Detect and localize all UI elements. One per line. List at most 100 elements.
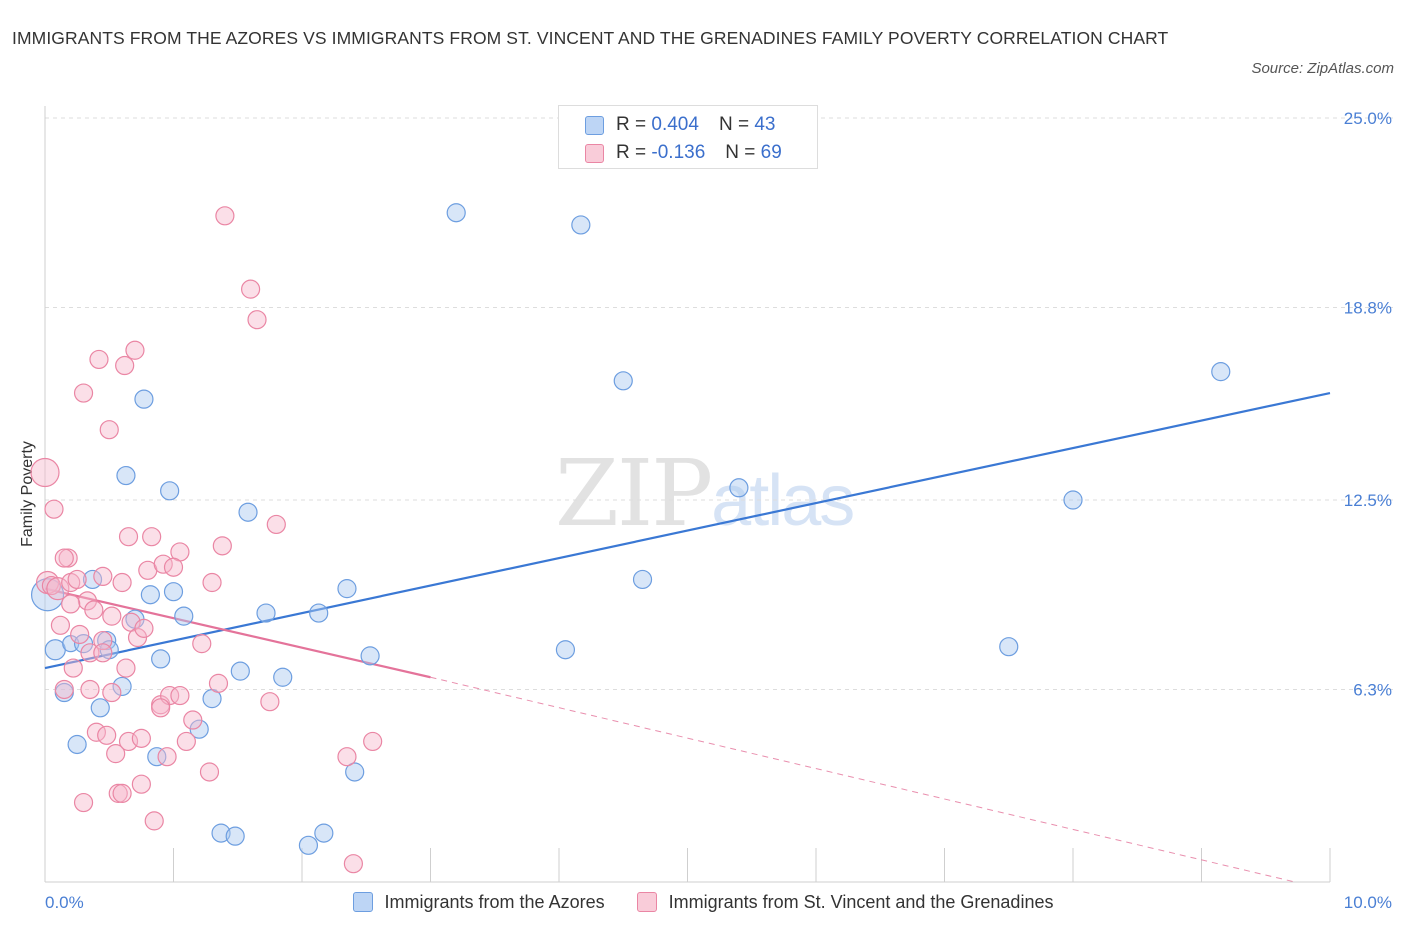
stvincent-point-60 [80, 679, 100, 700]
stvincent-point-32 [131, 774, 151, 794]
azores-point-31 [337, 579, 357, 599]
azores-point-13 [134, 389, 154, 409]
source-label: Source: ZipAtlas.com [1251, 60, 1394, 77]
stvincent-point-56 [363, 731, 383, 752]
azores-point-39 [729, 478, 749, 498]
stvincent-point-64 [112, 572, 132, 593]
azores-point-16 [151, 649, 171, 669]
azores-point-32 [345, 762, 365, 782]
stvincent-point-67 [61, 594, 81, 614]
y-tick-label-2: 18.8% [1344, 298, 1392, 317]
stvincent-point-52 [260, 692, 280, 712]
azores-point-7 [90, 698, 110, 718]
n-label: N = [725, 142, 756, 163]
azores-point-0 [30, 578, 65, 612]
azores-point-28 [298, 835, 319, 855]
azores-point-17 [160, 481, 180, 501]
azores-point-10 [112, 676, 132, 697]
y-tick-label-1: 12.5% [1344, 491, 1392, 510]
azores-point-42 [1211, 362, 1231, 382]
watermark: ZIPatlas [555, 440, 855, 547]
stvincent-point-10 [67, 569, 87, 590]
x-tick-label-0: 0.0% [45, 893, 84, 912]
stvincent-point-53 [266, 514, 286, 535]
legend-label-stvincent: Immigrants from St. Vincent and the Gren… [668, 891, 1054, 912]
azores-point-36 [571, 215, 591, 235]
azores-point-30 [314, 823, 334, 843]
stvincent-point-35 [142, 527, 162, 547]
stvincent-point-47 [208, 673, 229, 693]
stvincent-point-50 [241, 279, 261, 299]
y-tick-label-3: 25.0% [1344, 109, 1392, 128]
stvincent-point-21 [99, 420, 119, 440]
azores-point-23 [225, 826, 245, 846]
r-label: R = [616, 114, 647, 135]
azores-point-22 [211, 823, 231, 843]
data-points [30, 203, 1231, 874]
azores-point-25 [238, 502, 258, 522]
stvincent-point-27 [116, 658, 136, 678]
stats-row-stvincent: R = -0.136 N = 69 [585, 141, 782, 165]
stvincent-point-54 [337, 747, 357, 767]
azores-point-38 [632, 569, 653, 590]
legend-swatch-pink [636, 892, 657, 912]
x-tick-label-1: 10.0% [1344, 893, 1392, 912]
watermark-atlas: atlas [711, 461, 855, 541]
stvincent-point-42 [176, 731, 196, 752]
stvincent-point-68 [93, 643, 113, 663]
azores-point-37 [613, 371, 633, 391]
stvincent-point-6 [54, 679, 74, 700]
stvincent-point-63 [102, 606, 122, 626]
stvincent-point-4 [46, 577, 70, 601]
grid-lines [45, 117, 1395, 690]
legend-label-azores: Immigrants from the Azores [384, 891, 605, 912]
stvincent-point-12 [73, 792, 94, 813]
stvincent-point-46 [202, 572, 222, 593]
stvincent-trend-line [44, 587, 431, 679]
legend-item-azores[interactable]: Immigrants from the Azores [352, 889, 605, 915]
n-value: 43 [754, 114, 776, 135]
stvincent-point-5 [50, 615, 71, 635]
legend-swatch-blue [352, 892, 373, 912]
swatch-blue [585, 115, 604, 135]
stvincent-point-59 [151, 698, 171, 718]
stvincent-point-23 [106, 744, 126, 764]
stvincent-point-51 [247, 310, 267, 330]
azores-point-26 [256, 603, 276, 623]
stvincent-point-11 [70, 624, 90, 645]
stvincent-point-66 [170, 685, 190, 706]
stvincent-point-57 [73, 383, 94, 403]
legend-item-stvincent[interactable]: Immigrants from St. Vincent and the Gren… [636, 889, 1054, 915]
stvincent-point-39 [157, 747, 177, 767]
azores-point-24 [230, 661, 250, 681]
stvincent-point-3 [44, 499, 64, 519]
azores-point-4 [67, 734, 87, 755]
azores-point-14 [140, 585, 160, 605]
azores-point-15 [147, 747, 167, 767]
stvincent-point-18 [93, 566, 113, 587]
azores-point-34 [446, 203, 466, 223]
tick-labels: 6.3% 12.5% 18.8% 25.0% 0.0% 10.0% [45, 109, 1392, 912]
stvincent-point-65 [131, 728, 151, 748]
stvincent-point-44 [192, 634, 212, 654]
stvincent-point-49 [215, 206, 235, 226]
watermark-zip: ZIP [555, 440, 713, 547]
azores-point-33 [360, 646, 380, 666]
stvincent-point-48 [212, 536, 232, 556]
stvincent-point-45 [199, 762, 220, 782]
stvincent-point-36 [144, 811, 164, 831]
stvincent-point-9 [63, 658, 83, 678]
r-value: 0.404 [651, 114, 699, 135]
stvincent-point-33 [134, 618, 154, 638]
stvincent-point-55 [343, 854, 363, 874]
stvincent-point-0 [30, 457, 60, 488]
stats-row-azores: R = 0.404 N = 43 [585, 113, 775, 137]
r-label: R = [616, 142, 647, 163]
azores-point-11 [116, 465, 136, 486]
stvincent-point-17 [89, 349, 109, 370]
stvincent-point-26 [115, 355, 135, 376]
stvincent-point-22 [102, 682, 122, 703]
stvincent-point-30 [125, 340, 145, 360]
swatch-pink [585, 143, 604, 163]
